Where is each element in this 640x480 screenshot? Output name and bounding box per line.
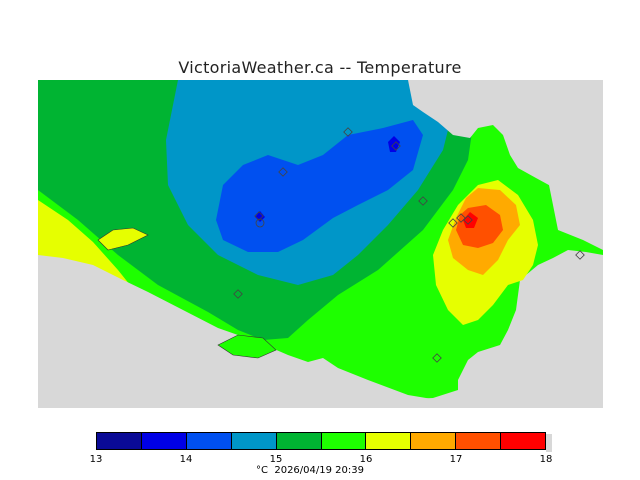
- legend-swatch: [141, 433, 187, 449]
- legend-swatch: [276, 433, 322, 449]
- water-top-right: [408, 80, 603, 240]
- legend-bar: [96, 432, 546, 450]
- island-1: [97, 227, 149, 251]
- temperature-contour-map: [38, 80, 603, 408]
- zone-14: [216, 120, 423, 252]
- legend-swatch: [366, 433, 412, 449]
- legend-swatch: [456, 433, 502, 449]
- legend-tick: 14: [179, 454, 193, 465]
- legend-swatch: [186, 433, 232, 449]
- legend-swatch: [501, 433, 546, 449]
- legend-tick: 17: [449, 454, 463, 465]
- legend-timestamp: 2026/04/19 20:39: [274, 465, 364, 476]
- legend-swatch: [411, 433, 457, 449]
- station-markers: [233, 127, 585, 363]
- legend-tick: 16: [359, 454, 373, 465]
- legend-tick: 18: [539, 454, 553, 465]
- water-strait: [38, 255, 458, 408]
- legend-swatch: [231, 433, 277, 449]
- legend-shadow: [546, 434, 552, 452]
- water-bottom: [218, 375, 603, 408]
- legend-tick: 15: [269, 454, 283, 465]
- map-title: VictoriaWeather.ca -- Temperature: [178, 58, 462, 77]
- legend-tick: 13: [89, 454, 103, 465]
- temperature-map: [38, 80, 603, 408]
- legend-unit: °C: [256, 465, 268, 476]
- color-legend: [96, 432, 552, 452]
- legend-swatch: [97, 433, 142, 449]
- island-2: [217, 334, 277, 359]
- legend-swatch: [321, 433, 367, 449]
- legend-caption: °C 2026/04/19 20:39: [256, 465, 364, 476]
- zone-18-east: [463, 212, 478, 228]
